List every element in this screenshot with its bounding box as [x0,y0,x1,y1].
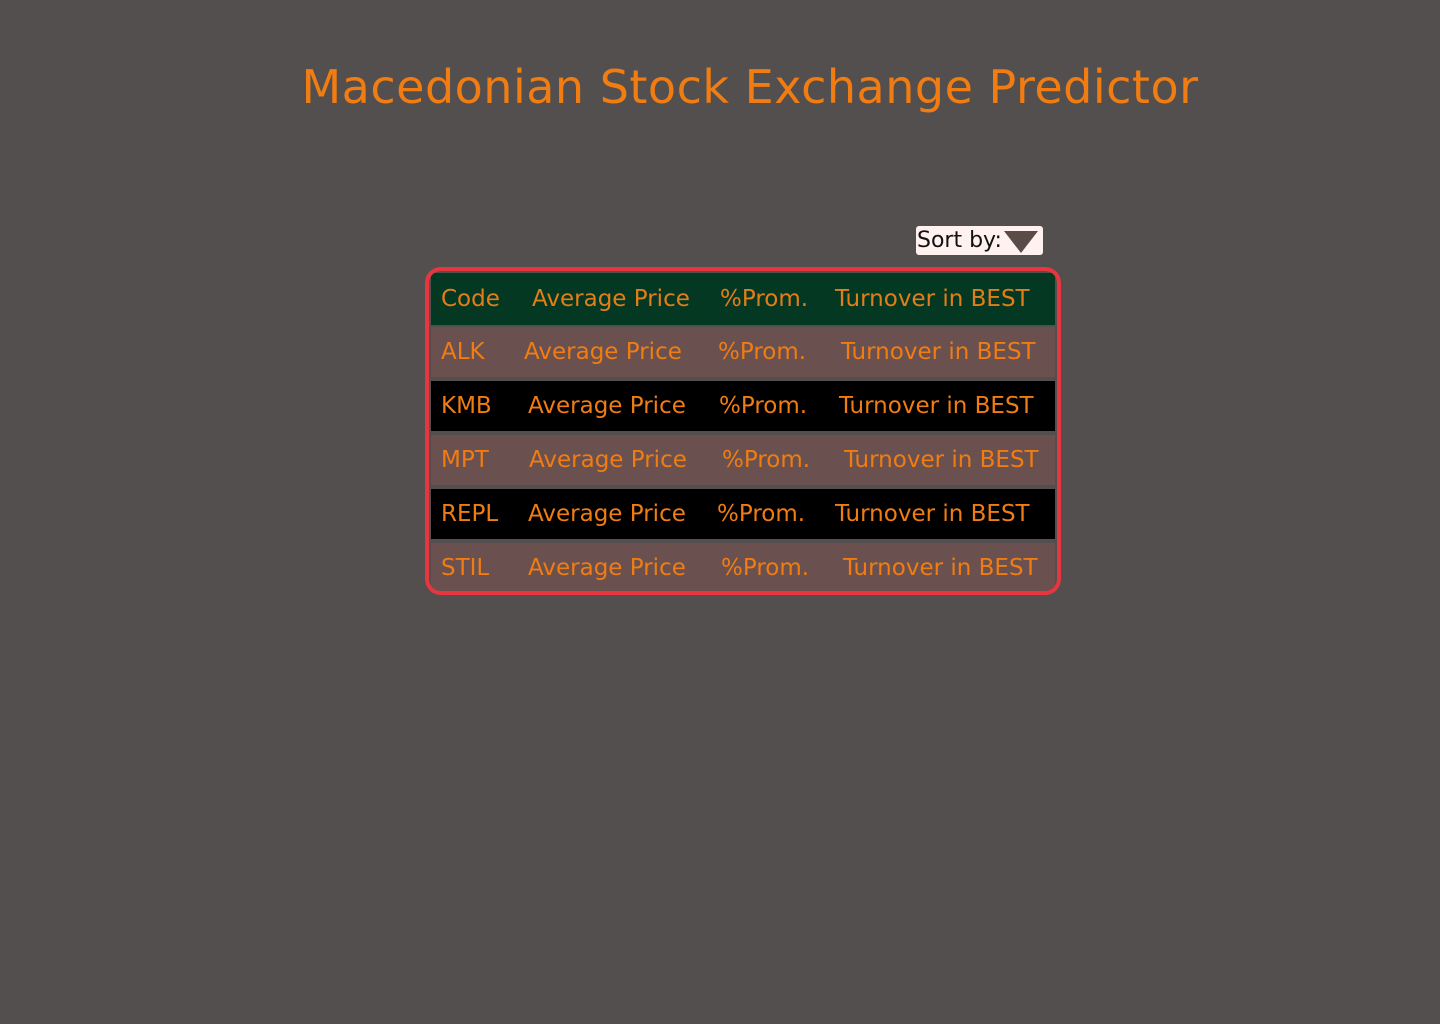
header-code[interactable]: Code [441,286,500,312]
sort-label: Sort by: [917,228,1002,253]
cell-code: MPT [441,447,489,473]
cell-prom: %Prom. [721,555,810,581]
cell-turnover: Turnover in BEST [835,501,1030,527]
table-row[interactable]: MPT Average Price %Prom. Turnover in BES… [431,435,1055,485]
page-title: Macedonian Stock Exchange Predictor [301,60,1199,114]
triangle-down-icon[interactable] [1003,231,1038,253]
table-row[interactable]: REPL Average Price %Prom. Turnover in BE… [431,489,1055,539]
stock-table: Code Average Price %Prom. Turnover in BE… [425,267,1061,595]
cell-code: REPL [441,501,499,527]
cell-turnover: Turnover in BEST [844,447,1039,473]
table-row[interactable]: STIL Average Price %Prom. Turnover in BE… [431,543,1055,591]
cell-average-price: Average Price [528,555,686,581]
cell-average-price: Average Price [528,393,686,419]
cell-average-price: Average Price [528,501,686,527]
cell-average-price: Average Price [524,339,682,365]
cell-code: STIL [441,555,490,581]
cell-code: KMB [441,393,492,419]
sort-dropdown[interactable]: Sort by: [916,226,1043,255]
cell-prom: %Prom. [718,339,807,365]
cell-prom: %Prom. [719,393,808,419]
cell-turnover: Turnover in BEST [843,555,1038,581]
table-header-row: Code Average Price %Prom. Turnover in BE… [431,273,1055,325]
cell-turnover: Turnover in BEST [839,393,1034,419]
cell-turnover: Turnover in BEST [841,339,1036,365]
cell-average-price: Average Price [529,447,687,473]
header-average-price[interactable]: Average Price [532,286,690,312]
cell-prom: %Prom. [717,501,806,527]
table-row[interactable]: KMB Average Price %Prom. Turnover in BES… [431,381,1055,431]
header-turnover[interactable]: Turnover in BEST [835,286,1030,312]
table-row[interactable]: ALK Average Price %Prom. Turnover in BES… [431,327,1055,377]
cell-prom: %Prom. [722,447,811,473]
cell-code: ALK [441,339,485,365]
header-prom[interactable]: %Prom. [720,286,809,312]
